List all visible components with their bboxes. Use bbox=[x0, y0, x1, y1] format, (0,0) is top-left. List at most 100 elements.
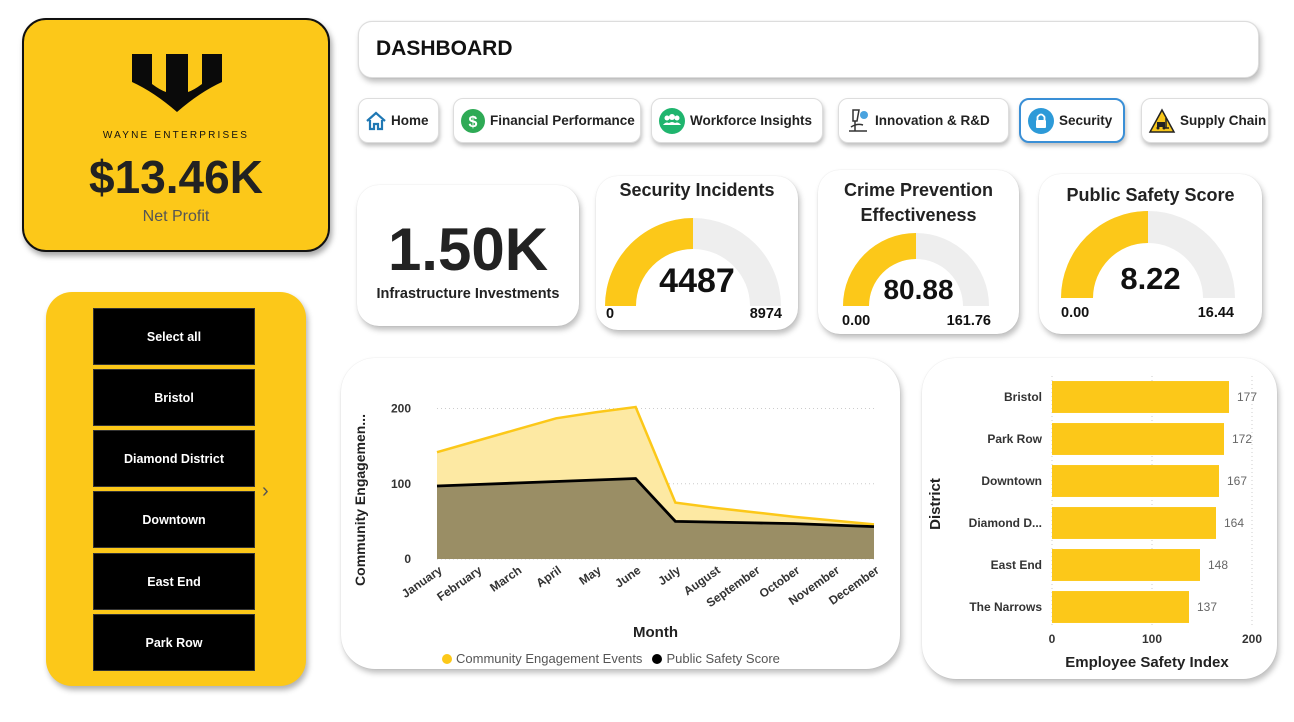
crime-prevention-title-2: Effectiveness bbox=[860, 205, 977, 225]
nav-security-button[interactable]: Security bbox=[1019, 98, 1125, 143]
category-label: Park Row bbox=[987, 432, 1042, 446]
x-tick-label: 0 bbox=[1049, 632, 1056, 646]
legend-safety-label: Public Safety Score bbox=[666, 651, 780, 666]
category-label: Downtown bbox=[981, 474, 1042, 488]
microscope-icon bbox=[849, 108, 868, 132]
legend-dot-safety bbox=[652, 653, 663, 664]
public-safety-value: 8.22 bbox=[1120, 261, 1181, 296]
district-slicer: Select all Bristol Diamond District Down… bbox=[46, 292, 306, 686]
crime-prevention-value: 80.88 bbox=[883, 274, 954, 305]
net-profit-card: WAYNE ENTERPRISES $13.46K Net Profit bbox=[22, 18, 330, 252]
legend-engagement-label: Community Engagement Events bbox=[456, 651, 643, 666]
crime-prevention-title-1: Crime Prevention bbox=[843, 180, 994, 200]
safety-line bbox=[436, 477, 875, 529]
y-tick-label: 200 bbox=[391, 402, 411, 416]
data-label: 172 bbox=[1232, 432, 1252, 446]
data-label: 167 bbox=[1227, 474, 1247, 488]
x-axis-title: Month bbox=[633, 624, 678, 641]
public-safety-gauge bbox=[1061, 211, 1235, 298]
y-axis-title: Community Engagemen... bbox=[352, 414, 368, 586]
nav-financial-button[interactable]: $ Financial Performance bbox=[453, 98, 641, 143]
nav-innovation-label: Innovation & R&D bbox=[875, 113, 990, 128]
nav-supply-label: Supply Chain bbox=[1180, 113, 1267, 128]
employee-safety-chart-card: 0 100 200 Bristol 177 Park Row 172 Downtown 167 D… bbox=[922, 358, 1277, 679]
x-tick-label: May bbox=[576, 563, 603, 588]
y-tick-label: 0 bbox=[404, 552, 411, 566]
crime-prevention-max: 161.76 bbox=[946, 313, 991, 329]
community-engagement-chart-card: 0 100 200 January February March April May June J… bbox=[341, 358, 900, 669]
public-safety-card: Public Safety Score 8.22 0.00 16.44 bbox=[1039, 174, 1262, 334]
page-title: DASHBOARD bbox=[376, 37, 513, 60]
slicer-item-bristol[interactable]: Bristol bbox=[93, 369, 255, 426]
safety-area bbox=[437, 478, 874, 559]
crime-prevention-min: 0.00 bbox=[842, 313, 871, 329]
security-incidents-gauge bbox=[605, 218, 781, 306]
gauge-fill bbox=[605, 218, 693, 306]
lock-icon bbox=[1028, 107, 1054, 134]
bar bbox=[1052, 465, 1219, 497]
dashboard-header: DASHBOARD bbox=[358, 21, 1259, 78]
data-label: 137 bbox=[1197, 600, 1217, 614]
slicer-item-downtown[interactable]: Downtown bbox=[93, 491, 255, 548]
x-tick-label: 200 bbox=[1242, 632, 1262, 646]
gauge-fill bbox=[843, 233, 916, 306]
x-tick-label: March bbox=[487, 563, 524, 595]
data-label: 177 bbox=[1237, 390, 1257, 404]
bar bbox=[1052, 591, 1189, 623]
security-incidents-value: 4487 bbox=[659, 262, 735, 300]
category-label: The Narrows bbox=[969, 600, 1042, 614]
public-safety-min: 0.00 bbox=[1061, 305, 1090, 321]
data-label: 148 bbox=[1208, 558, 1228, 572]
employee-safety-chart: 0 100 200 Bristol 177 Park Row 172 Downtown 167 D… bbox=[927, 376, 1262, 671]
category-label: East End bbox=[991, 558, 1042, 572]
security-incidents-min: 0 bbox=[606, 306, 615, 322]
net-profit-label: Net Profit bbox=[142, 208, 210, 225]
x-tick-label: April bbox=[533, 563, 563, 590]
nav-innovation-button[interactable]: Innovation & R&D bbox=[838, 98, 1009, 143]
x-axis-title: Employee Safety Index bbox=[1065, 654, 1229, 671]
nav-supply-button[interactable]: Supply Chain bbox=[1141, 98, 1269, 143]
slicer-item-select-all[interactable]: Select all bbox=[93, 308, 255, 365]
security-incidents-card: Security Incidents 4487 0 8974 bbox=[596, 176, 798, 330]
slicer-item-park-row[interactable]: Park Row bbox=[93, 614, 255, 671]
slicer-item-diamond-district[interactable]: Diamond District bbox=[93, 430, 255, 487]
crime-prevention-gauge bbox=[843, 233, 989, 306]
nav-home-label: Home bbox=[391, 113, 429, 128]
x-tick-label: 100 bbox=[1142, 632, 1162, 646]
svg-text:$: $ bbox=[469, 114, 478, 131]
bar bbox=[1052, 381, 1229, 413]
public-safety-title: Public Safety Score bbox=[1066, 185, 1235, 205]
gauge-fill bbox=[1061, 211, 1148, 298]
slicer-item-east-end[interactable]: East End bbox=[93, 553, 255, 610]
infrastructure-label: Infrastructure Investments bbox=[376, 286, 560, 302]
wayne-logo-icon bbox=[132, 54, 222, 112]
x-tick-label: February bbox=[434, 563, 484, 604]
x-tick-label: June bbox=[612, 563, 643, 591]
engagement-line bbox=[436, 405, 875, 526]
forklift-warning-icon bbox=[1148, 107, 1176, 133]
infrastructure-kpi-card: 1.50K Infrastructure Investments bbox=[357, 185, 579, 326]
team-icon bbox=[659, 107, 685, 134]
bar bbox=[1052, 423, 1224, 455]
chevron-right-icon[interactable]: › bbox=[262, 480, 269, 502]
area-legend: Community Engagement Events Public Safet… bbox=[442, 651, 780, 666]
nav-home-button[interactable]: Home bbox=[358, 98, 439, 143]
bar bbox=[1052, 507, 1216, 539]
nav-workforce-label: Workforce Insights bbox=[690, 113, 813, 128]
public-safety-max: 16.44 bbox=[1197, 305, 1234, 321]
y-tick-label: 100 bbox=[391, 477, 411, 491]
security-incidents-title: Security Incidents bbox=[619, 180, 775, 200]
legend-dot-engagement bbox=[442, 653, 452, 664]
nav-workforce-button[interactable]: Workforce Insights bbox=[651, 98, 823, 143]
category-label: Diamond D... bbox=[969, 516, 1042, 530]
x-tick-label: July bbox=[655, 563, 683, 588]
bar bbox=[1052, 549, 1200, 581]
data-label: 164 bbox=[1224, 516, 1244, 530]
nav-security-label: Security bbox=[1059, 113, 1113, 128]
home-icon bbox=[366, 111, 386, 130]
crime-prevention-card: Crime Prevention Effectiveness 80.88 0.0… bbox=[818, 170, 1019, 334]
dollar-icon: $ bbox=[461, 108, 485, 133]
nav-financial-label: Financial Performance bbox=[490, 113, 635, 128]
infrastructure-value: 1.50K bbox=[387, 216, 549, 283]
